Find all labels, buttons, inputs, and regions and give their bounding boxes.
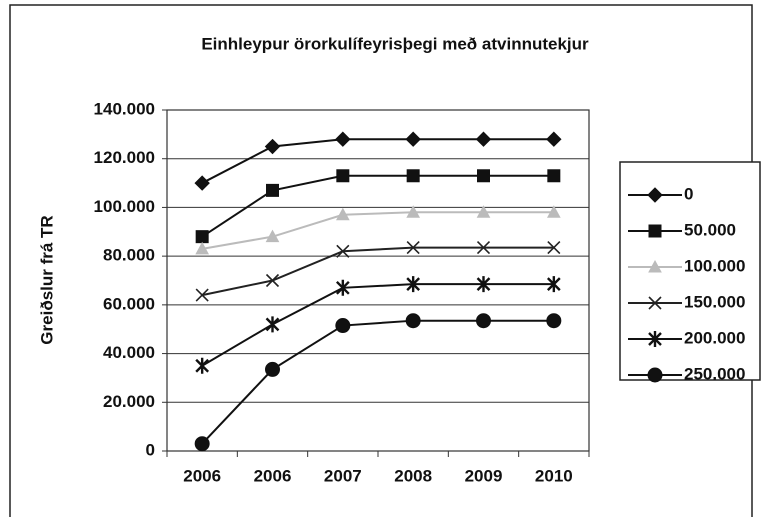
marker [547,241,561,255]
marker [647,367,663,383]
y-tick-label: 80.000 [103,246,155,265]
x-tick-label: 2006 [254,466,292,485]
chart-title: Einhleypur örorkulífeyrisþegi með atvinn… [201,34,589,53]
marker [476,241,491,255]
marker [336,244,350,258]
legend-label: 50.000 [684,220,736,239]
y-tick-label: 100.000 [94,197,155,216]
marker [335,207,350,221]
marker [648,331,662,347]
marker [335,131,351,147]
series-line [201,283,554,367]
marker [265,361,280,377]
series-line [201,211,554,250]
x-tick-label: 2006 [183,466,221,485]
plot-frame [166,109,590,452]
series-line [201,319,554,445]
legend-label: 150.000 [684,292,745,311]
y-tick-label: 60.000 [103,294,155,313]
marker [335,279,350,296]
marker [476,276,491,293]
marker [405,131,421,147]
series-line [201,246,554,297]
marker [406,169,420,183]
series-line [201,174,554,238]
marker [264,138,281,155]
marker [546,205,561,218]
marker [266,183,279,197]
marker [265,316,280,333]
y-tick-label: 120.000 [94,148,155,167]
marker [406,276,421,293]
marker [335,318,351,334]
legend-label: 0 [684,184,693,203]
marker [194,175,210,191]
marker [406,205,421,218]
x-tick-label: 2009 [465,466,503,485]
x-tick-label: 2008 [394,466,432,485]
x-tick-label: 2007 [324,466,362,485]
marker [195,230,209,244]
legend-label: 200.000 [684,328,745,347]
legend-label: 100.000 [684,256,745,275]
marker [405,313,421,329]
marker [195,357,210,374]
y-axis-label: Greiðslur frá TR [37,215,56,344]
x-tick-label: 2010 [535,466,573,485]
marker [477,169,490,183]
marker [195,288,209,302]
marker [194,436,210,452]
legend-box [619,161,761,381]
marker [648,224,662,238]
y-tick-label: 0 [146,440,155,459]
marker [647,187,663,203]
series-line [201,138,554,184]
marker [195,241,210,255]
y-tick-label: 20.000 [103,392,155,411]
marker [336,169,350,183]
marker [547,169,561,183]
marker [476,313,491,329]
marker [648,296,662,310]
marker [546,131,562,147]
legend-label: 250.000 [684,364,745,383]
marker [648,259,662,273]
marker [265,273,280,288]
marker [546,313,562,329]
y-tick-label: 40.000 [103,343,155,362]
marker [265,229,280,243]
marker [476,205,491,218]
marker [406,241,420,255]
y-tick-label: 140.000 [94,99,155,118]
marker [546,276,561,293]
marker [475,131,492,147]
